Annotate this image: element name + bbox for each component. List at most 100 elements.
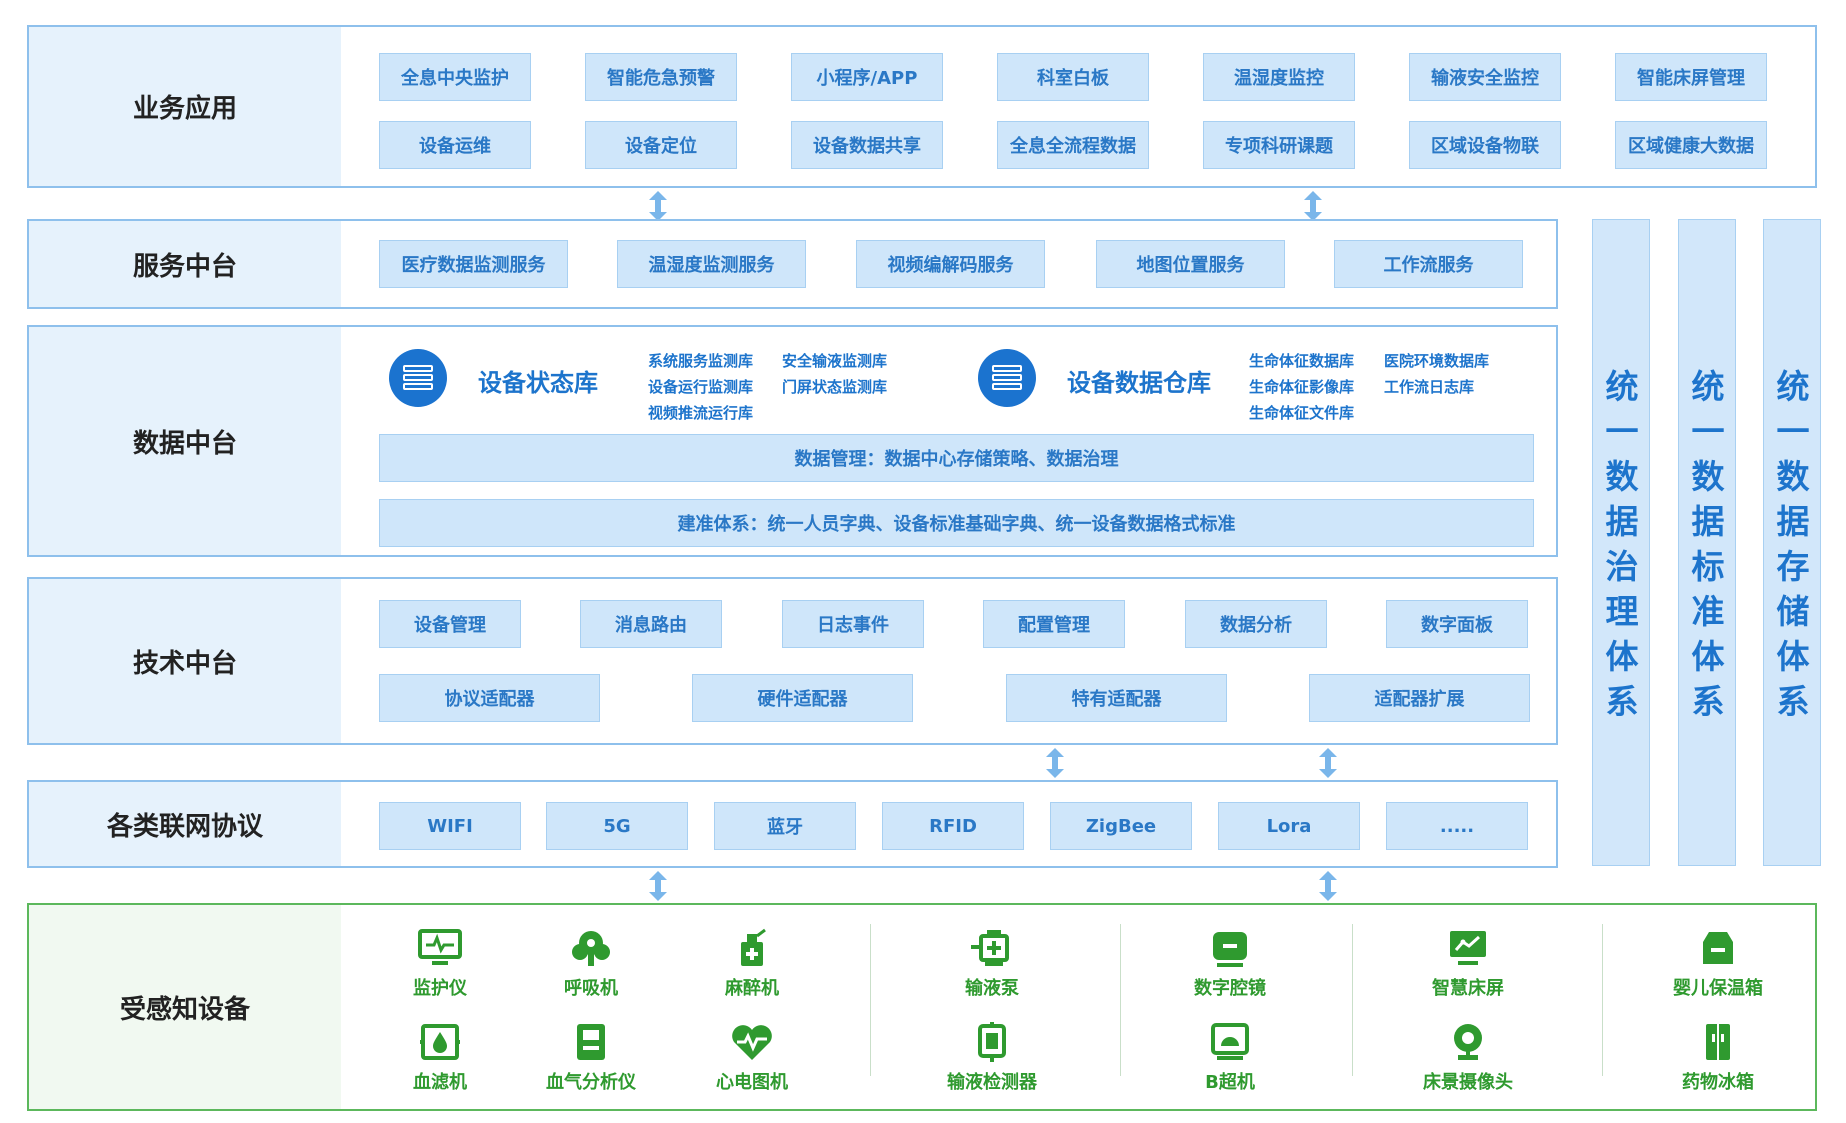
business-app: 智能床屏管理 bbox=[1615, 53, 1767, 101]
adapter-item: 协议适配器 bbox=[379, 674, 600, 722]
ventilator-icon bbox=[572, 931, 610, 966]
service-item: 视频编解码服务 bbox=[856, 240, 1045, 288]
database-icon bbox=[389, 349, 447, 407]
infusion-pump-icon bbox=[971, 930, 1009, 966]
divider bbox=[1602, 924, 1603, 1076]
db-item: 视频推流运行库 bbox=[648, 404, 754, 422]
db-item: 生命体征文件库 bbox=[1249, 404, 1355, 422]
db-item: 设备运行监测库 bbox=[648, 378, 754, 396]
device-bed-screen: 智慧床屏 bbox=[1398, 928, 1538, 1000]
adapter-item: 适配器扩展 bbox=[1309, 674, 1530, 722]
service-item: 地图位置服务 bbox=[1096, 240, 1285, 288]
incubator-icon bbox=[1703, 932, 1733, 964]
db-item: 生命体征影像库 bbox=[1249, 378, 1355, 396]
data-layer-label: 数据中台 bbox=[29, 327, 341, 555]
standard-system-column: 统 一 数 据 标 准 体 系 bbox=[1678, 219, 1736, 866]
tech-item: 消息路由 bbox=[580, 600, 722, 648]
protocol-item: ..... bbox=[1386, 802, 1528, 850]
adapter-item: 硬件适配器 bbox=[692, 674, 913, 722]
db-item: 生命体征数据库 bbox=[1249, 352, 1355, 370]
adapter-item: 特有适配器 bbox=[1006, 674, 1227, 722]
business-app: 科室白板 bbox=[997, 53, 1149, 101]
divider bbox=[1352, 924, 1353, 1076]
double-arrow-icon bbox=[1319, 871, 1337, 901]
tech-item: 日志事件 bbox=[782, 600, 924, 648]
business-app: 区域健康大数据 bbox=[1615, 121, 1767, 169]
device-data-warehouse-title: 设备数据仓库 bbox=[1067, 369, 1211, 397]
business-app: 温湿度监控 bbox=[1203, 53, 1355, 101]
db-item: 门屏状态监测库 bbox=[782, 378, 888, 396]
service-item: 温湿度监测服务 bbox=[617, 240, 806, 288]
data-standard-bar: 建准体系：统一人员字典、设备标准基础字典、统一设备数据格式标准 bbox=[379, 499, 1534, 547]
protocol-item: ZigBee bbox=[1050, 802, 1192, 850]
double-arrow-icon bbox=[1319, 748, 1337, 778]
double-arrow-icon bbox=[1046, 748, 1064, 778]
device-status-db-title: 设备状态库 bbox=[478, 369, 598, 397]
ultrasound-icon bbox=[1211, 1023, 1249, 1060]
device-ecg: 心电图机 bbox=[682, 1022, 822, 1094]
tech-item: 数字面板 bbox=[1386, 600, 1528, 648]
protocol-layer-label: 各类联网协议 bbox=[29, 782, 341, 866]
fridge-icon bbox=[1706, 1024, 1730, 1060]
double-arrow-icon bbox=[649, 871, 667, 901]
ecg-icon bbox=[732, 1025, 772, 1060]
device-infusion-pump: 输液泵 bbox=[922, 928, 1062, 1000]
protocol-item: Lora bbox=[1218, 802, 1360, 850]
business-app: 设备运维 bbox=[379, 121, 531, 169]
device-camera: 床景摄像头 bbox=[1398, 1022, 1538, 1094]
business-app: 区域设备物联 bbox=[1409, 121, 1561, 169]
device-blood-gas: 血气分析仪 bbox=[521, 1022, 661, 1094]
monitor-icon bbox=[418, 929, 462, 965]
devices-layer-label: 受感知设备 bbox=[29, 905, 341, 1109]
device-ventilator: 呼吸机 bbox=[521, 928, 661, 1000]
protocol-item: 5G bbox=[546, 802, 688, 850]
service-item: 医疗数据监测服务 bbox=[379, 240, 568, 288]
divider bbox=[1120, 924, 1121, 1076]
infusion-detector-icon bbox=[978, 1022, 1006, 1062]
camera-icon bbox=[1454, 1024, 1482, 1060]
tech-item: 设备管理 bbox=[379, 600, 521, 648]
double-arrow-icon bbox=[1304, 191, 1322, 221]
tech-layer-label: 技术中台 bbox=[29, 579, 341, 743]
blood-gas-icon bbox=[577, 1024, 605, 1060]
business-app: 设备定位 bbox=[585, 121, 737, 169]
protocol-item: 蓝牙 bbox=[714, 802, 856, 850]
business-app: 全息中央监护 bbox=[379, 53, 531, 101]
protocol-item: WIFI bbox=[379, 802, 521, 850]
bed-screen-icon bbox=[1450, 931, 1486, 965]
business-app: 设备数据共享 bbox=[791, 121, 943, 169]
device-hemofilter: 血滤机 bbox=[370, 1022, 510, 1094]
business-app: 全息全流程数据 bbox=[997, 121, 1149, 169]
db-item: 医院环境数据库 bbox=[1384, 352, 1490, 370]
db-item: 工作流日志库 bbox=[1384, 378, 1475, 396]
service-layer-label: 服务中台 bbox=[29, 221, 341, 307]
device-fridge: 药物冰箱 bbox=[1648, 1022, 1788, 1094]
business-app: 小程序/APP bbox=[791, 53, 943, 101]
device-infusion-detector: 输液检测器 bbox=[922, 1022, 1062, 1094]
device-endoscope: 数字腔镜 bbox=[1160, 928, 1300, 1000]
anesthesia-icon bbox=[741, 928, 766, 966]
db-item: 系统服务监测库 bbox=[648, 352, 754, 370]
hemofilter-icon bbox=[420, 1024, 460, 1060]
business-app: 智能危急预警 bbox=[585, 53, 737, 101]
business-layer-label: 业务应用 bbox=[29, 27, 341, 186]
device-anesthesia: 麻醉机 bbox=[682, 928, 822, 1000]
device-monitor: 监护仪 bbox=[370, 928, 510, 1000]
db-item: 安全输液监测库 bbox=[782, 352, 888, 370]
business-app: 专项科研课题 bbox=[1203, 121, 1355, 169]
double-arrow-icon bbox=[649, 191, 667, 221]
devices-layer: 受感知设备 bbox=[27, 903, 1817, 1111]
governance-system-column: 统 一 数 据 治 理 体 系 bbox=[1592, 219, 1650, 866]
divider bbox=[870, 924, 871, 1076]
data-management-bar: 数据管理：数据中心存储策略、数据治理 bbox=[379, 434, 1534, 482]
database-icon bbox=[978, 349, 1036, 407]
device-incubator: 婴儿保温箱 bbox=[1648, 928, 1788, 1000]
service-item: 工作流服务 bbox=[1334, 240, 1523, 288]
business-app: 输液安全监控 bbox=[1409, 53, 1561, 101]
protocol-item: RFID bbox=[882, 802, 1024, 850]
device-ultrasound: B超机 bbox=[1160, 1022, 1300, 1094]
tech-item: 数据分析 bbox=[1185, 600, 1327, 648]
endoscope-icon bbox=[1213, 932, 1247, 967]
storage-system-column: 统 一 数 据 存 储 体 系 bbox=[1763, 219, 1821, 866]
tech-item: 配置管理 bbox=[983, 600, 1125, 648]
